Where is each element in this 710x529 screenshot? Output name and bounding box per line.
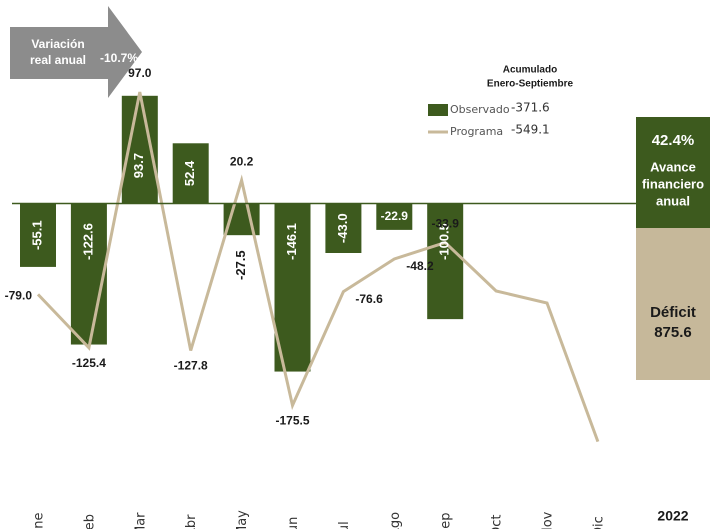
legend-label: Observado <box>450 103 510 116</box>
deficit-panel <box>636 228 710 380</box>
legend-value: -549.1 <box>511 123 550 137</box>
arrow-value: -10.7% <box>100 51 138 65</box>
bar <box>274 203 311 372</box>
legend-value: -371.6 <box>511 101 550 115</box>
advance-panel <box>636 117 710 228</box>
line-label: -79.0 <box>5 289 33 303</box>
legend-title: Acumulado <box>503 65 557 76</box>
bar <box>325 203 362 253</box>
advance-value: 42.4% <box>652 132 695 149</box>
x-tick-label: Jun <box>286 517 301 529</box>
bar-label: -22.9 <box>381 209 409 223</box>
x-tick-label: Ene <box>32 513 47 529</box>
bar-label: -27.5 <box>233 250 248 280</box>
bar-label: -146.1 <box>284 223 299 260</box>
x-tick-label: May <box>235 510 250 529</box>
bar-label: 93.7 <box>131 153 146 178</box>
bar <box>427 203 464 320</box>
line-label: -33.9 <box>432 217 460 231</box>
bar-label: -43.0 <box>335 213 350 243</box>
line-label: -48.2 <box>406 259 434 273</box>
x-tick-label: Ago <box>388 512 403 529</box>
bar-label: -55.1 <box>29 220 44 250</box>
x-tick-label: Sep <box>439 512 454 529</box>
legend-title: Enero-Septiembre <box>487 79 574 90</box>
variation-arrow <box>10 6 142 98</box>
x-tick-label: Oct <box>490 515 505 529</box>
bar <box>376 203 413 230</box>
line-label: -76.6 <box>355 292 383 306</box>
bar-label: -100.5 <box>437 223 452 260</box>
deficit-label: Déficit <box>650 304 696 321</box>
x-tick-label: Dic <box>591 516 606 529</box>
x-tick-label: Feb <box>82 514 97 529</box>
bar <box>20 203 56 267</box>
advance-label: anual <box>656 193 690 208</box>
arrow-label: Variación <box>31 37 84 51</box>
legend-swatch <box>428 104 448 116</box>
bar-label: 52.4 <box>182 160 197 186</box>
line-label: 20.2 <box>230 154 254 168</box>
x-tick-label: Nov <box>541 511 556 529</box>
line-label: 97.0 <box>128 66 152 80</box>
x-tick-label: Abr <box>184 514 199 529</box>
line-label: -175.5 <box>275 414 309 428</box>
line-label: -125.4 <box>72 356 106 370</box>
deficit-value: 875.6 <box>654 324 692 341</box>
year: 2022 <box>657 508 688 524</box>
advance-label: financiero <box>642 176 704 191</box>
bar <box>172 143 209 204</box>
arrow-label: real anual <box>30 53 86 67</box>
line <box>36 91 600 443</box>
advance-label: Avance <box>650 159 696 174</box>
line-label: -127.8 <box>174 359 208 373</box>
legend-label: Programa <box>450 125 503 138</box>
bar <box>70 203 107 345</box>
bar-label: -122.6 <box>80 223 95 260</box>
x-tick-label: Mar <box>133 512 148 529</box>
x-tick-label: Jul <box>337 521 352 529</box>
